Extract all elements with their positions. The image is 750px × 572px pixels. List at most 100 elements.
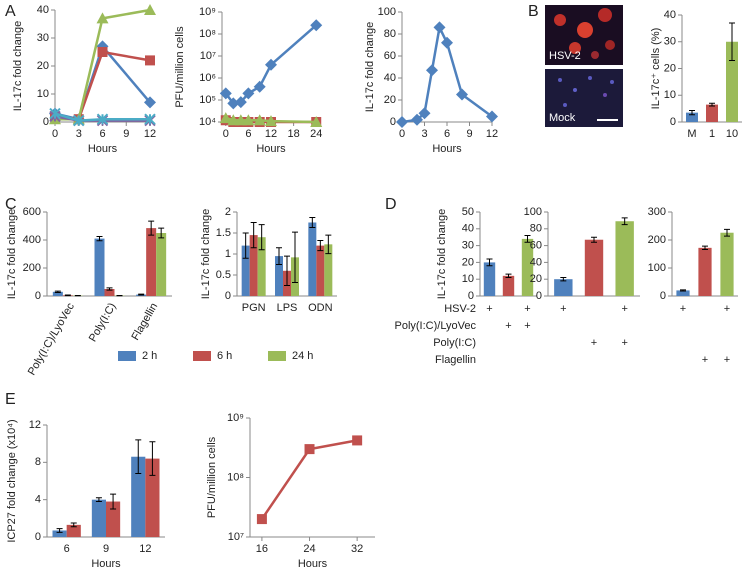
y-tick-label: 200 (23, 262, 41, 274)
error-bar (591, 236, 597, 243)
point (96, 12, 109, 24)
point (219, 112, 232, 124)
panel-label: A (5, 3, 16, 20)
legend-swatch (193, 351, 211, 361)
y-axis-label: IL-17c fold change (6, 209, 18, 300)
row-label: Poly(I:C) (433, 337, 476, 349)
error-bar (524, 235, 531, 243)
point (310, 116, 323, 127)
y-axis-label: PFU/million cells (174, 26, 186, 108)
y-tick-label: 400 (23, 234, 41, 246)
bar (502, 275, 515, 296)
point (227, 114, 240, 126)
bar (698, 247, 712, 296)
bar (104, 289, 115, 296)
y-tick-label: 20 (462, 256, 474, 268)
error-bar (138, 293, 145, 296)
bar (720, 232, 734, 296)
error-bar (64, 294, 71, 297)
x-tick-label: 12 (144, 128, 156, 140)
point (265, 58, 277, 71)
point (426, 64, 438, 77)
error-bar (96, 236, 103, 242)
y-tick-label: 0 (390, 116, 396, 128)
bar (308, 222, 317, 296)
panel-label: C (5, 196, 17, 213)
bar (91, 499, 106, 537)
legend-label: 24 h (292, 350, 313, 362)
point (253, 114, 266, 126)
axis-line (54, 10, 150, 123)
point (145, 55, 155, 66)
legend-label: 2 h (142, 350, 157, 362)
y-axis-label: PFU/million cells (206, 436, 218, 518)
y-tick-label: 10⁷ (228, 531, 244, 543)
bar (94, 238, 105, 296)
point (96, 113, 109, 125)
y-tick-label: 0 (536, 290, 542, 302)
point (396, 116, 408, 128)
y-tick-label: 40 (384, 72, 396, 84)
bar (131, 456, 146, 537)
y-tick-label: 1 (225, 248, 231, 260)
y-tick-label: 10⁷ (200, 50, 216, 62)
error-bar (54, 290, 61, 293)
bar (146, 228, 157, 296)
bar (726, 41, 738, 122)
bar (257, 237, 266, 296)
point (234, 114, 247, 126)
y-tick-label: 20 (664, 62, 676, 74)
y-tick-label: 30 (462, 240, 474, 252)
y-tick-label: 0 (35, 531, 41, 543)
y-tick-label: 20 (384, 94, 396, 106)
y-tick-label: 80 (530, 223, 542, 235)
row-label: HSV-2 (444, 303, 476, 315)
x-tick-label: 6 (64, 543, 70, 555)
bar (106, 501, 121, 537)
x-tick-label: 16 (256, 543, 268, 555)
point (219, 87, 232, 100)
x-tick-label: 3 (76, 128, 82, 140)
point (97, 47, 108, 57)
error-bar (317, 240, 324, 252)
y-tick-label: 40 (462, 223, 474, 235)
treatment-mark: + (486, 303, 492, 315)
y-tick-label: 30 (37, 32, 49, 44)
y-tick-label: 60 (384, 50, 396, 62)
y-tick-label: 0.5 (216, 269, 231, 281)
bar (686, 112, 698, 122)
x-axis-label: Hours (298, 558, 328, 570)
point (49, 107, 61, 120)
y-tick-label: 1.5 (216, 227, 231, 239)
error-bar (309, 216, 316, 229)
error-bar (158, 227, 165, 239)
y-tick-label: 10⁹ (199, 6, 216, 18)
x-tick-label: 24 (303, 543, 315, 555)
error-bar (621, 217, 628, 226)
error-bar (135, 439, 142, 475)
panel-label: D (385, 196, 397, 213)
y-tick-label: 0 (43, 116, 49, 128)
x-axis-label: Hours (256, 143, 286, 155)
error-bar (486, 258, 493, 267)
treatment-mark: + (680, 303, 686, 315)
y-tick-label: 600 (23, 206, 41, 218)
treatment-mark: + (560, 303, 566, 315)
y-axis-label: IL-17c fold change (364, 22, 376, 113)
point (310, 19, 323, 32)
treatment-mark: + (524, 320, 530, 332)
error-bar (325, 234, 332, 255)
error-bar (258, 224, 265, 251)
error-bar (284, 255, 290, 286)
treatment-mark: + (621, 303, 627, 315)
bar (316, 245, 325, 296)
y-tick-label: 10 (37, 88, 49, 100)
y-axis-label: IL-17c fold change (200, 209, 212, 300)
row-label: Flagellin (435, 354, 476, 366)
y-tick-label: 100 (648, 262, 666, 274)
x-tick-label: 18 (287, 128, 299, 140)
error-bar (709, 102, 715, 107)
legend-swatch (118, 351, 136, 361)
micrograph: HSV-2 (545, 5, 623, 65)
